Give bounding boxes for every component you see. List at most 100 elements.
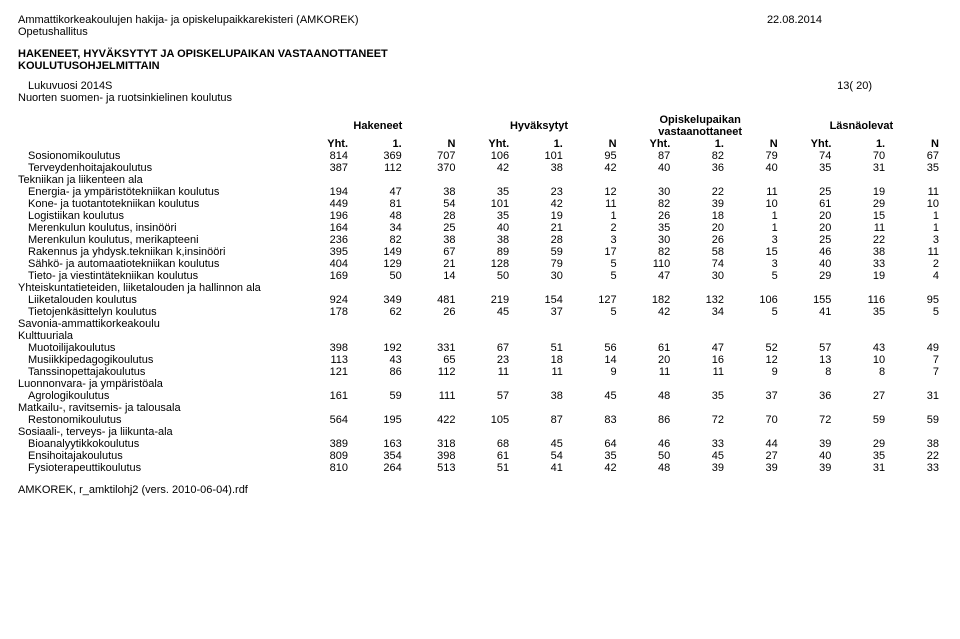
cell-value: 49 [888,342,942,354]
cell-value: 164 [297,222,351,234]
cell-value: 56 [566,342,620,354]
page-number: 13( 20) [837,80,872,92]
cell-value: 72 [781,414,835,426]
cell-value: 30 [512,270,566,282]
cell-value: 31 [834,462,888,474]
table-row: Fysioterapeuttikoulutus81026451351414248… [18,462,942,474]
cell-value: 169 [297,270,351,282]
cell-value: 48 [351,210,405,222]
cell-value: 20 [781,210,835,222]
cell-value: 43 [351,354,405,366]
cell-value: 86 [620,414,674,426]
table-row: Luonnonvara- ja ympäristöala [18,378,942,390]
cell-value: 42 [620,306,674,318]
row-label: Savonia-ammattikorkeakoulu [18,318,297,330]
cell-value: 5 [727,306,781,318]
cell-value: 707 [405,150,459,162]
cell-value: 481 [405,294,459,306]
footer-text: AMKOREK, r_amktilohj2 (vers. 2010-06-04)… [18,484,942,496]
row-label: Restonomikoulutus [18,414,297,426]
cell-value: 370 [405,162,459,174]
table-row: Bioanalyytikkokoulutus389163318684564463… [18,438,942,450]
cell-value: 65 [405,354,459,366]
cell-value: 11 [566,198,620,210]
title-line1: HAKENEET, HYVÄKSYTYT JA OPISKELUPAIKAN V… [18,48,942,60]
row-label: Tanssinopettajakoulutus [18,366,297,378]
cell-value: 10 [888,198,942,210]
table-row: Tanssinopettajakoulutus12186112111191111… [18,366,942,378]
cell-value: 12 [566,186,620,198]
row-label: Matkailu-, ravitsemis- ja talousala [18,402,297,414]
table-row: Rakennus ja yhdysk.tekniikan k,insinööri… [18,246,942,258]
cell-value: 814 [297,150,351,162]
cell-value: 404 [297,258,351,270]
data-table: Hakeneet Hyväksytyt Opiskelupaikan vasta… [18,114,942,474]
cell-value: 21 [512,222,566,234]
table-row: Matkailu-, ravitsemis- ja talousala [18,402,942,414]
cell-value: 22 [834,234,888,246]
cell-value: 61 [620,342,674,354]
cell-value: 10 [727,198,781,210]
title-line2: KOULUTUSOHJELMITTAIN [18,60,942,72]
cell-value: 26 [405,306,459,318]
row-label: Ensihoitajakoulutus [18,450,297,462]
cell-value: 196 [297,210,351,222]
cell-value: 112 [351,162,405,174]
cell-value: 58 [673,246,727,258]
cell-value: 11 [673,366,727,378]
cell-value: 48 [620,462,674,474]
cell-value: 349 [351,294,405,306]
cell-value: 52 [727,342,781,354]
cell-value: 236 [297,234,351,246]
cell-value: 7 [888,354,942,366]
row-label: Agrologikoulutus [18,390,297,402]
cell-value: 10 [834,354,888,366]
cell-value: 121 [297,366,351,378]
col-sub-header: Yht.1.N Yht.1.N Yht.1.N Yht.1.N [18,138,942,150]
table-row: Sosionomikoulutus81436970710610195878279… [18,150,942,162]
row-label: Muotoilijakoulutus [18,342,297,354]
cell-value: 30 [620,186,674,198]
table-row: Musiikkipedagogikoulutus1134365231814201… [18,354,942,366]
cell-value: 61 [458,450,512,462]
cell-value: 11 [727,186,781,198]
cell-value: 128 [458,258,512,270]
cell-value: 11 [620,366,674,378]
cell-value: 59 [834,414,888,426]
cell-value: 318 [405,438,459,450]
cell-value: 70 [727,414,781,426]
cell-value: 89 [458,246,512,258]
cell-value: 23 [458,354,512,366]
cell-value: 113 [297,354,351,366]
cell-value: 106 [727,294,781,306]
cell-value: 354 [351,450,405,462]
cell-value: 30 [620,234,674,246]
cell-value: 9 [727,366,781,378]
cell-value: 25 [781,234,835,246]
cell-value: 11 [512,366,566,378]
cell-value: 1 [888,222,942,234]
cell-value: 18 [673,210,727,222]
cell-value: 111 [405,390,459,402]
cell-value: 28 [405,210,459,222]
cell-value: 64 [566,438,620,450]
cell-value: 30 [673,270,727,282]
cell-value: 15 [834,210,888,222]
cell-value: 45 [458,306,512,318]
cell-value: 61 [781,198,835,210]
cell-value: 398 [297,342,351,354]
row-label: Terveydenhoitajakoulutus [18,162,297,174]
cell-value: 35 [781,162,835,174]
cell-value: 3 [727,258,781,270]
cell-value: 7 [888,366,942,378]
cell-value: 22 [673,186,727,198]
cell-value: 95 [888,294,942,306]
cell-value: 27 [834,390,888,402]
cell-value: 369 [351,150,405,162]
cell-value: 3 [888,234,942,246]
cell-value: 8 [781,366,835,378]
table-row: Restonomikoulutus56419542210587838672707… [18,414,942,426]
row-label: Bioanalyytikkokoulutus [18,438,297,450]
cell-value: 35 [566,450,620,462]
cell-value: 50 [620,450,674,462]
